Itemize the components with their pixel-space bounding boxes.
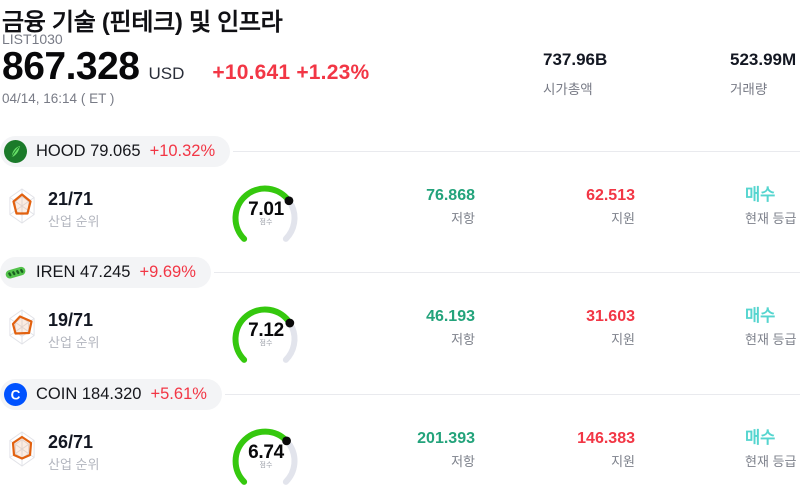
support-col: 146.383 지원 [535, 430, 635, 470]
score-value: 6.74 [248, 442, 284, 463]
industry-radar-icon [7, 188, 37, 224]
score-label: 점수 [259, 462, 273, 469]
industry-rank: 26/71 산업 순위 [48, 433, 99, 473]
rank-label: 산업 순위 [48, 214, 100, 229]
list-id: LIST1030 [2, 31, 63, 47]
ticker-row-hood: HOOD 79.065 +10.32% 21/71 산업 순위 7.01 점수 [0, 136, 800, 248]
ticker-price: 79.065 [90, 142, 141, 160]
score-label: 점수 [259, 340, 273, 347]
score-value: 7.01 [248, 199, 284, 220]
ticker-symbol: HOOD [36, 142, 86, 160]
rating-label: 현재 등급 [745, 454, 797, 469]
ticker-chip-iren[interactable]: IREN 47.245 +9.69% [0, 257, 211, 288]
robinhood-logo-icon [4, 140, 27, 163]
rating-value: 매수 [745, 429, 776, 447]
row-divider [213, 272, 800, 273]
score-gauge: 7.12 점수 [226, 303, 306, 365]
market-cap-value: 737.96B [543, 50, 608, 69]
support-value: 31.603 [586, 308, 635, 325]
ticker-symbol: COIN [36, 385, 78, 403]
support-value: 62.513 [586, 187, 635, 204]
ticker-price: 184.320 [81, 385, 142, 403]
industry-rank: 21/71 산업 순위 [48, 190, 99, 230]
ticker-row-coin: C COIN 184.320 +5.61% 26/71 산업 순위 [0, 379, 800, 488]
price-row: 867.328 USD +10.641 +1.23% [2, 47, 369, 87]
rank-label: 산업 순위 [48, 457, 100, 472]
resistance-value: 46.193 [426, 308, 475, 325]
support-label: 지원 [611, 332, 635, 347]
volume-stat: 523.99M 거래량 [730, 51, 796, 98]
row-divider [224, 394, 800, 395]
rank-value: 26/71 [48, 432, 94, 452]
resistance-col: 201.393 저항 [375, 430, 475, 470]
resistance-value: 201.393 [417, 430, 475, 447]
volume-label: 거래량 [730, 82, 768, 97]
svg-text:C: C [11, 387, 21, 402]
support-label: 지원 [611, 454, 635, 469]
index-change: +10.641 +1.23% [212, 61, 370, 84]
resistance-col: 76.868 저항 [375, 187, 475, 227]
resistance-label: 저항 [451, 211, 475, 226]
rank-label: 산업 순위 [48, 335, 100, 350]
resistance-label: 저항 [451, 332, 475, 347]
ticker-change: +9.69% [139, 263, 196, 281]
ticker-change: +10.32% [149, 142, 216, 160]
ticker-symbol: IREN [36, 263, 76, 281]
rank-value: 19/71 [48, 310, 94, 330]
resistance-label: 저항 [451, 454, 475, 469]
ticker-price: 47.245 [80, 263, 131, 281]
index-price: 867.328 [2, 45, 140, 88]
page-title: 금융 기술 (핀테크) 및 인프라 [2, 9, 283, 36]
score-gauge: 6.74 점수 [226, 425, 306, 487]
coinbase-logo-icon: C [4, 383, 27, 406]
ticker-row-iren: IREN 47.245 +9.69% 19/71 산업 순위 7.12 점수 [0, 257, 800, 369]
resistance-col: 46.193 저항 [375, 308, 475, 348]
support-col: 31.603 지원 [535, 308, 635, 348]
market-cap-stat: 737.96B 시가총액 [543, 51, 607, 98]
industry-radar-icon [7, 309, 37, 345]
rating-value: 매수 [745, 186, 776, 204]
rating-col: 매수 현재 등급 [745, 187, 796, 227]
volume-value: 523.99M [730, 50, 797, 69]
support-label: 지원 [611, 211, 635, 226]
industry-radar-icon [7, 431, 37, 467]
row-divider [233, 151, 800, 152]
market-cap-label: 시가총액 [543, 82, 593, 97]
ticker-chip-coin[interactable]: C COIN 184.320 +5.61% [0, 379, 222, 410]
support-value: 146.383 [577, 430, 635, 447]
currency-label: USD [148, 64, 185, 83]
support-col: 62.513 지원 [535, 187, 635, 227]
rating-label: 현재 등급 [745, 211, 797, 226]
ticker-change: +5.61% [150, 385, 207, 403]
industry-rank: 19/71 산업 순위 [48, 311, 99, 351]
score-gauge: 7.01 점수 [226, 182, 306, 244]
rank-value: 21/71 [48, 189, 94, 209]
resistance-value: 76.868 [426, 187, 475, 204]
score-label: 점수 [259, 219, 273, 226]
rating-value: 매수 [745, 307, 776, 325]
rating-col: 매수 현재 등급 [745, 308, 796, 348]
quote-datetime: 04/14, 16:14 ( ET ) [2, 91, 115, 106]
iren-logo-icon [4, 261, 27, 284]
score-value: 7.12 [248, 320, 284, 341]
rating-label: 현재 등급 [745, 332, 797, 347]
ticker-chip-hood[interactable]: HOOD 79.065 +10.32% [0, 136, 231, 167]
rating-col: 매수 현재 등급 [745, 430, 796, 470]
